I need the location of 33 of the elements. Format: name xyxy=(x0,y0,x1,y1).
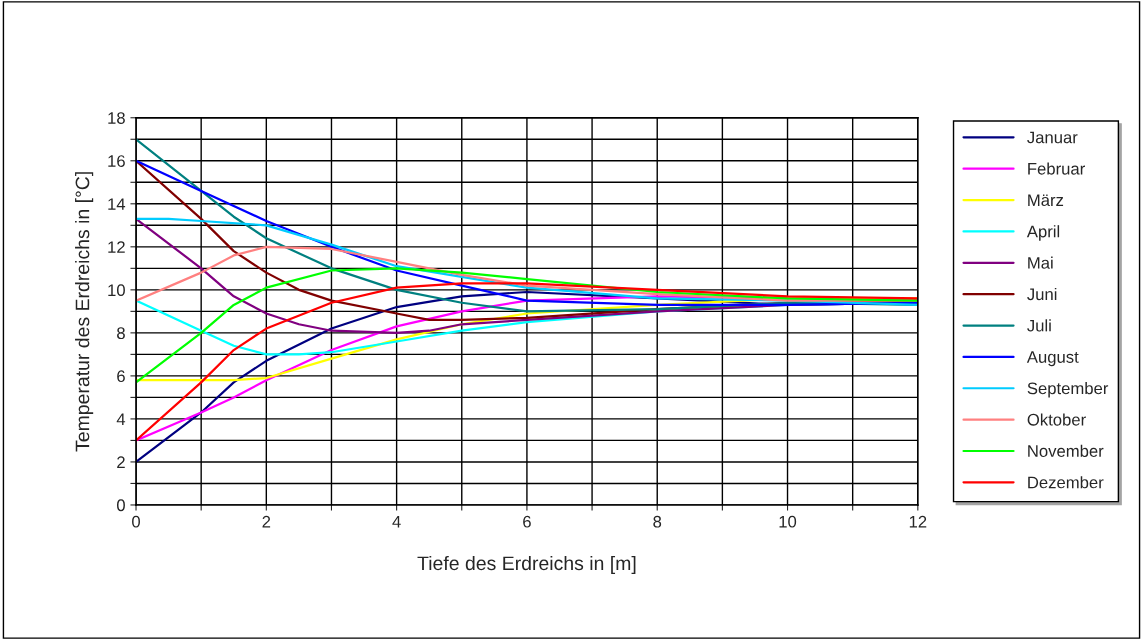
y-axis-title: Temperatur des Erdreichs in [°C] xyxy=(75,172,94,452)
x-tick-label: 4 xyxy=(392,515,401,528)
legend-label: August xyxy=(1026,351,1079,367)
x-tick-label: 8 xyxy=(653,515,662,528)
legend-label: Oktober xyxy=(1027,413,1086,426)
x-tick-label: 10 xyxy=(779,515,797,528)
y-tick-label: 0 xyxy=(116,499,125,512)
legend-label: September xyxy=(1027,382,1109,398)
y-tick-label: 2 xyxy=(117,456,125,468)
y-tick-label: 14 xyxy=(108,198,126,210)
y-tick-label: 8 xyxy=(117,327,125,340)
y-tick-label: 18 xyxy=(108,112,125,124)
x-tick-label: 0 xyxy=(132,515,140,528)
legend-label: April xyxy=(1026,225,1060,241)
legend-label: Mai xyxy=(1028,256,1053,269)
legend-label: Juni xyxy=(1027,287,1057,301)
y-tick-label: 12 xyxy=(108,241,125,253)
y-tick-label: 4 xyxy=(116,413,126,425)
x-tick-label: 2 xyxy=(262,515,271,528)
x-tick-label: 6 xyxy=(523,515,531,528)
legend-label: November xyxy=(1028,444,1104,457)
legend-label: Februar xyxy=(1028,162,1085,175)
x-tick-label: 12 xyxy=(909,515,927,528)
line-series xyxy=(136,217,918,307)
line-series xyxy=(136,267,918,384)
legend-label: Dezember xyxy=(1028,476,1104,489)
legend-label: März xyxy=(1028,194,1064,207)
y-tick-label: 10 xyxy=(108,284,125,297)
x-axis-title: Tiefe des Erdreichs in [m] xyxy=(417,555,636,575)
legend-label: Januar xyxy=(1027,131,1078,144)
y-tick-label: 6 xyxy=(117,370,125,383)
y-tick-label: 16 xyxy=(108,155,125,167)
legend-label: Juli xyxy=(1027,319,1051,332)
